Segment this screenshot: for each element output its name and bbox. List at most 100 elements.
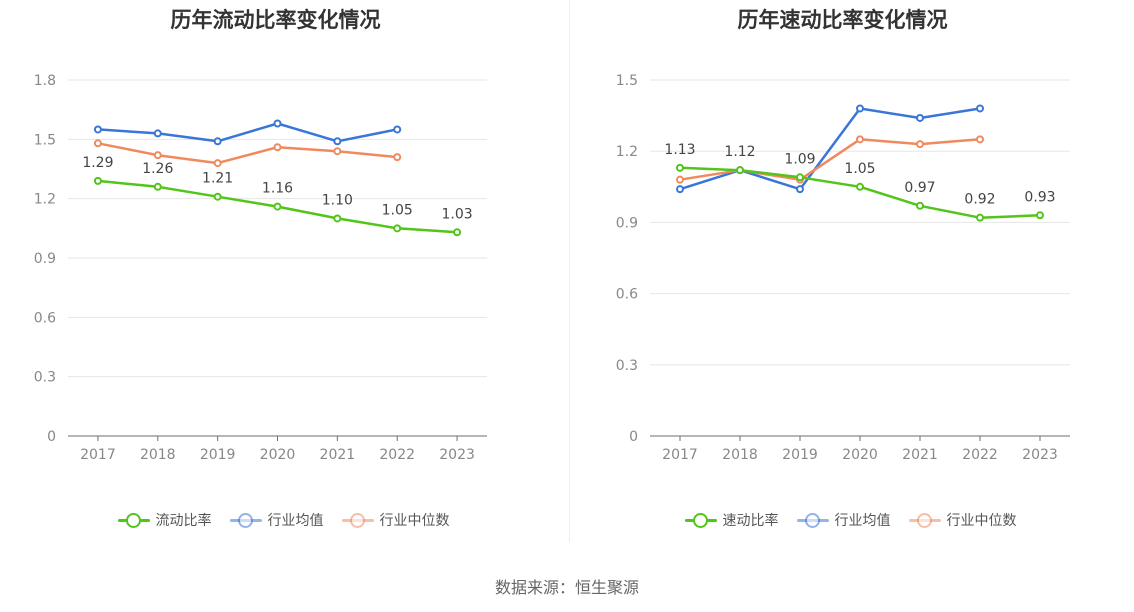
y-tick-label: 0 bbox=[629, 429, 638, 445]
data-point bbox=[93, 139, 102, 148]
legend-item[interactable]: 流动比率 bbox=[117, 510, 212, 530]
data-label: 1.05 bbox=[382, 202, 413, 218]
x-tick-label: 2018 bbox=[140, 447, 176, 463]
data-point bbox=[1036, 211, 1044, 220]
data-point bbox=[796, 173, 804, 182]
data-point bbox=[676, 163, 684, 172]
data-point bbox=[796, 185, 804, 194]
y-tick-label: 0.3 bbox=[34, 370, 56, 386]
data-point bbox=[213, 159, 222, 168]
data-label: 1.03 bbox=[441, 206, 472, 222]
x-tick-label: 2021 bbox=[902, 447, 938, 463]
data-point bbox=[93, 125, 102, 134]
y-tick-label: 0 bbox=[47, 429, 56, 445]
data-point bbox=[916, 140, 924, 149]
chart-title: 历年速动比率变化情况 bbox=[737, 8, 948, 32]
x-tick-label: 2022 bbox=[962, 447, 998, 463]
y-tick-label: 1.2 bbox=[616, 144, 638, 160]
data-source-note: 数据来源：恒生聚源 bbox=[494, 578, 639, 597]
data-point bbox=[453, 228, 462, 237]
x-tick-label: 2017 bbox=[80, 447, 116, 463]
data-point bbox=[676, 185, 684, 194]
data-point bbox=[93, 176, 102, 185]
data-point bbox=[856, 104, 864, 113]
data-point bbox=[976, 213, 984, 222]
data-point bbox=[213, 192, 222, 201]
legend-swatch-icon bbox=[229, 512, 262, 528]
series-line bbox=[679, 138, 981, 181]
legend-label: 行业均值 bbox=[834, 513, 891, 529]
data-point bbox=[273, 143, 282, 152]
x-tick-label: 2020 bbox=[260, 447, 296, 463]
y-tick-label: 1.8 bbox=[34, 73, 56, 89]
data-label: 1.09 bbox=[784, 151, 815, 167]
data-label: 0.97 bbox=[904, 180, 935, 196]
data-point bbox=[333, 137, 342, 146]
current-ratio-plot: 0 0.3 0.6 0.9 1.2 1.5 1.8 2017 2018 2019 2020 2021 2… bbox=[34, 73, 487, 463]
x-tick-label: 2017 bbox=[662, 447, 698, 463]
data-point bbox=[736, 166, 744, 175]
legend-label: 速动比率 bbox=[722, 513, 779, 529]
legend-item[interactable]: 行业中位数 bbox=[341, 510, 450, 530]
data-point bbox=[333, 147, 342, 156]
y-tick-label: 1.2 bbox=[34, 192, 56, 208]
series-line bbox=[97, 142, 398, 165]
y-tick-label: 0.9 bbox=[34, 251, 56, 267]
data-label: 1.10 bbox=[322, 192, 353, 208]
y-tick-label: 0.9 bbox=[616, 215, 638, 231]
data-point bbox=[273, 119, 282, 128]
quick-ratio-chart-panel: 历年速动比率变化情况 0 0.3 0.6 0.9 1.2 1.5 2017 2018 2019 2… bbox=[567, 0, 1134, 560]
data-label: 1.16 bbox=[262, 181, 293, 197]
current-ratio-chart-panel: 历年流动比率变化情况 0 0.3 0.6 0.9 1.2 1.5 1.8 2017 2018 20… bbox=[0, 0, 567, 560]
data-point bbox=[213, 137, 222, 146]
x-tick-label: 2023 bbox=[1022, 447, 1058, 463]
data-label: 0.93 bbox=[1024, 189, 1055, 205]
data-point bbox=[153, 151, 162, 160]
data-point bbox=[273, 202, 282, 211]
legend-item[interactable]: 速动比率 bbox=[684, 510, 779, 530]
data-point bbox=[333, 214, 342, 223]
data-label: 1.13 bbox=[664, 142, 695, 158]
data-label: 1.12 bbox=[724, 144, 755, 160]
data-label: 1.21 bbox=[202, 171, 233, 187]
x-tick-label: 2023 bbox=[439, 447, 475, 463]
legend-item[interactable]: 行业均值 bbox=[796, 510, 891, 530]
legend-label: 行业均值 bbox=[267, 513, 324, 529]
panel-divider bbox=[569, 0, 570, 542]
x-tick-label: 2022 bbox=[379, 447, 415, 463]
legend-label: 行业中位数 bbox=[946, 513, 1017, 529]
x-tick-label: 2019 bbox=[782, 447, 818, 463]
data-label: 0.92 bbox=[964, 192, 995, 208]
y-tick-label: 0.6 bbox=[616, 287, 638, 303]
data-point bbox=[856, 135, 864, 144]
x-tick-label: 2019 bbox=[200, 447, 236, 463]
legend-label: 行业中位数 bbox=[379, 513, 450, 529]
chart-legend: 速动比率 行业均值 行业中位数 bbox=[567, 510, 1134, 530]
quick-ratio-plot: 0 0.3 0.6 0.9 1.2 1.5 2017 2018 2019 2020 2021 2022… bbox=[616, 73, 1070, 463]
data-point bbox=[856, 182, 864, 191]
legend-swatch-icon bbox=[684, 512, 717, 528]
data-point bbox=[393, 153, 402, 162]
data-point bbox=[153, 129, 162, 138]
data-label: 1.05 bbox=[844, 161, 875, 177]
legend-swatch-icon bbox=[908, 512, 941, 528]
legend-swatch-icon bbox=[796, 512, 829, 528]
data-point bbox=[153, 182, 162, 191]
legend-label: 流动比率 bbox=[155, 513, 212, 529]
x-tick-label: 2020 bbox=[842, 447, 878, 463]
series-line bbox=[679, 107, 981, 191]
legend-item[interactable]: 行业均值 bbox=[229, 510, 324, 530]
y-tick-label: 0.3 bbox=[616, 358, 638, 374]
series-line bbox=[97, 122, 398, 143]
chart-legend: 流动比率 行业均值 行业中位数 bbox=[0, 510, 567, 530]
data-point bbox=[676, 175, 684, 184]
y-tick-label: 0.6 bbox=[34, 310, 56, 326]
data-point bbox=[976, 104, 984, 113]
legend-item[interactable]: 行业中位数 bbox=[908, 510, 1017, 530]
chart-title: 历年流动比率变化情况 bbox=[170, 8, 381, 32]
legend-swatch-icon bbox=[117, 512, 150, 528]
data-point bbox=[916, 113, 924, 122]
legend-swatch-icon bbox=[341, 512, 374, 528]
data-point bbox=[976, 135, 984, 144]
